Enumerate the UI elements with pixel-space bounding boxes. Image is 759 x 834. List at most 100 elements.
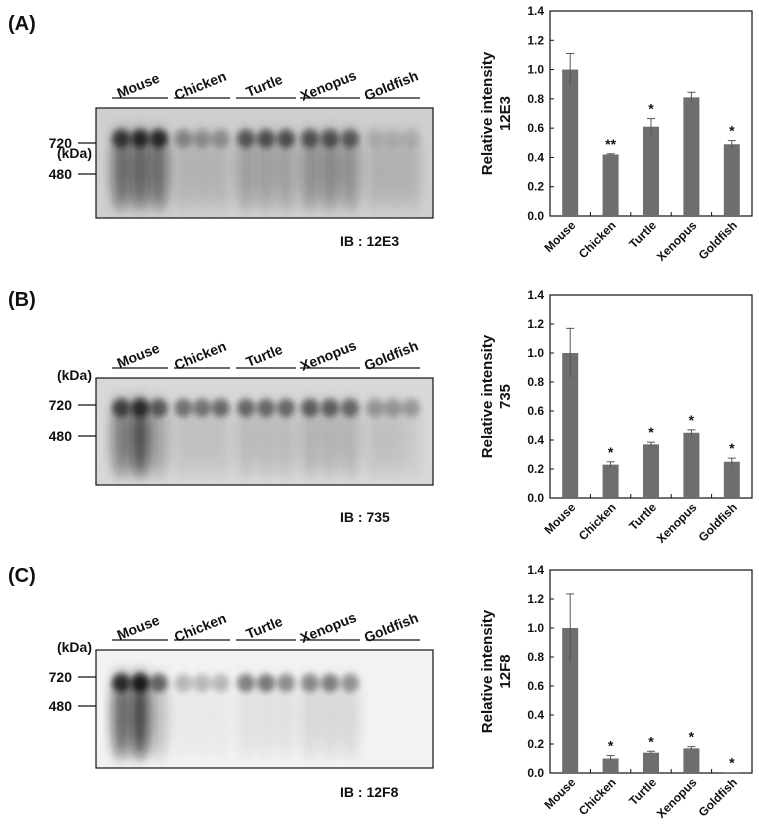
significance-marker: *: [689, 412, 695, 428]
blot-band: [174, 398, 193, 417]
y-tick-label: 0.2: [527, 737, 544, 751]
y-tick-label: 1.2: [527, 33, 544, 47]
blot-smear: [174, 126, 193, 211]
significance-marker: *: [608, 738, 614, 754]
blot-band: [174, 674, 193, 693]
bar-mouse: [562, 69, 579, 216]
x-tick-label: Mouse: [542, 218, 579, 255]
bar-turtle: [643, 126, 659, 216]
bar-goldfish: [723, 772, 740, 774]
bar-chart: 0.0 0.2 0.4 0.6 0.8 1.0 1.2 1.4 Relative intensi…: [479, 288, 753, 546]
blot-smear: [131, 126, 149, 211]
y-tick-label: 0.4: [527, 433, 544, 447]
x-tick-label: Chicken: [576, 218, 619, 261]
bar-xenopus: [683, 97, 700, 216]
blot-band: [301, 129, 319, 148]
panel-letter: (C): [8, 565, 36, 587]
blot-band: [321, 674, 339, 693]
blot-band: [384, 398, 402, 417]
blot-band: [277, 129, 295, 148]
blot-band: [257, 674, 275, 693]
blot-band: [321, 129, 339, 148]
blot-smear: [257, 396, 275, 478]
blot-smear: [257, 126, 275, 211]
panel-letter: (A): [8, 13, 36, 35]
kda-label: (kDa): [57, 145, 92, 161]
blot-smear: [131, 396, 149, 478]
bar-xenopus: [683, 432, 700, 498]
blot-band: [341, 398, 359, 417]
significance-marker: **: [605, 136, 616, 152]
significance-marker: *: [729, 754, 735, 770]
y-tick-label: 1.4: [527, 288, 544, 302]
x-tick-label: Turtle: [626, 218, 659, 251]
blot-band: [131, 398, 149, 417]
y-tick-label: 0.6: [527, 121, 544, 135]
blot-lanes: [112, 126, 420, 211]
blot-smear: [301, 670, 319, 760]
blot-smear: [366, 126, 384, 211]
y-tick-label: 1.4: [527, 563, 544, 577]
bar-mouse: [562, 353, 579, 498]
y-tick-label: 0.6: [527, 679, 544, 693]
group-label: Turtle: [244, 341, 285, 370]
blot-smear: [402, 396, 420, 478]
blot-band: [301, 398, 319, 417]
blot-smear: [149, 396, 168, 478]
y-axis-label: Relative intensity: [479, 609, 496, 733]
significance-marker: *: [729, 123, 735, 139]
blot-smear: [193, 670, 211, 760]
blot-smear: [174, 670, 193, 760]
group-label: Mouse: [115, 70, 162, 102]
blot-band: [366, 129, 384, 148]
x-tick-label: Goldfish: [696, 775, 740, 819]
blot-band: [237, 398, 255, 417]
blot-smear: [193, 396, 211, 478]
y-tick-label: 0.8: [527, 375, 544, 389]
blot-band: [402, 129, 420, 148]
blot-smear: [321, 126, 339, 211]
marker-480: 480: [49, 166, 73, 182]
y-tick-label: 0.4: [527, 708, 544, 722]
y-axis-label-antibody: 12E3: [497, 96, 514, 131]
x-tick-label: Chicken: [576, 775, 619, 818]
blot-band: [211, 398, 230, 417]
x-tick-label: Xenopus: [654, 218, 700, 264]
marker-720: 720: [49, 135, 73, 151]
blot-smear: [301, 396, 319, 478]
blot-band: [193, 674, 211, 693]
panel-b: (B)Mouse Chicken Turtle Xenopus Goldfish(kDa…: [8, 288, 753, 546]
blot-smear: [174, 396, 193, 478]
blot-smear: [211, 670, 230, 760]
blot-band: [341, 129, 359, 148]
bar-chart: 0.0 0.2 0.4 0.6 0.8 1.0 1.2 1.4 Relative intensi…: [479, 4, 753, 264]
blot-band: [174, 129, 193, 148]
bar-chicken: [602, 464, 619, 498]
y-tick-label: 1.0: [527, 63, 544, 77]
blot-smear: [112, 126, 131, 211]
blot-band: [384, 129, 402, 148]
blot-smear: [112, 670, 131, 760]
y-tick-label: 0.8: [527, 650, 544, 664]
blot-smear: [277, 670, 295, 760]
y-tick-label: 1.4: [527, 4, 544, 18]
blot-band: [366, 398, 384, 417]
y-tick-label: 0.6: [527, 404, 544, 418]
blot-band: [193, 129, 211, 148]
western-blot: [95, 377, 434, 486]
x-tick-label: Mouse: [542, 775, 579, 812]
bar-xenopus: [683, 748, 700, 773]
blot-smear: [301, 126, 319, 211]
panel-c: (C)Mouse Chicken Turtle Xenopus Goldfish(kDa…: [8, 563, 753, 821]
x-tick-label: Goldfish: [696, 218, 740, 262]
blot-smear: [149, 670, 168, 760]
blot-lanes: [112, 396, 420, 478]
blot-smear: [211, 396, 230, 478]
blot-smear: [277, 396, 295, 478]
western-blot: [95, 107, 434, 219]
significance-marker: *: [648, 101, 654, 117]
y-tick-label: 1.2: [527, 317, 544, 331]
x-tick-label: Mouse: [542, 500, 579, 537]
bar-chart: 0.0 0.2 0.4 0.6 0.8 1.0 1.2 1.4 Relative intensi…: [479, 563, 753, 821]
